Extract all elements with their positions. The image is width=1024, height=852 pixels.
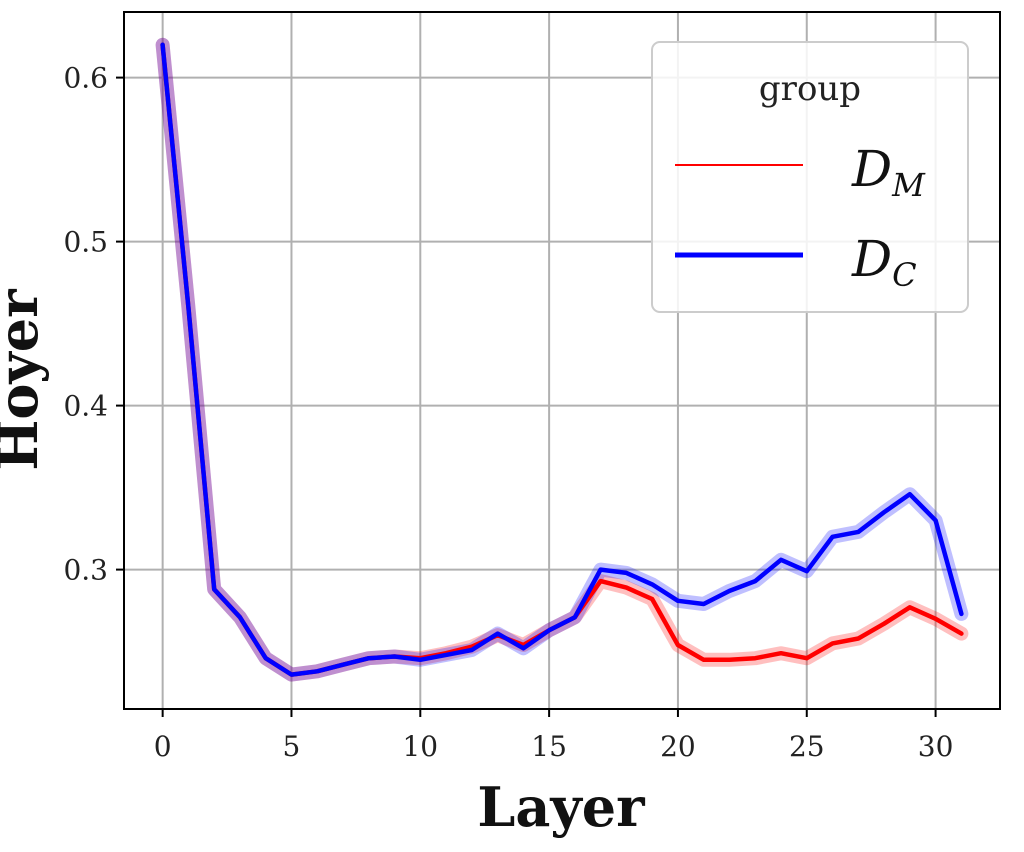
x-tick-label: 10	[402, 730, 438, 763]
plot-frame	[123, 11, 1001, 710]
legend-label-dc-base: D	[851, 230, 892, 288]
legend-label-dc: DC	[851, 230, 917, 294]
legend-label-dm: DM	[851, 140, 926, 204]
x-tick-label: 25	[789, 730, 825, 763]
x-axis-label: Layer	[477, 775, 645, 839]
series-lines	[160, 42, 964, 677]
series-line-d-c	[160, 42, 964, 677]
legend-label-dc-sub: C	[892, 256, 916, 294]
legend-label-dm-base: D	[851, 140, 892, 198]
x-tick-label: 15	[531, 730, 567, 763]
y-tick-label: 0.6	[63, 62, 108, 95]
legend-title: group	[759, 69, 861, 109]
y-tick-label: 0.3	[63, 554, 108, 587]
x-tick-label: 20	[660, 730, 696, 763]
x-tick-label: 5	[283, 730, 301, 763]
legend: group DM DC	[651, 41, 969, 313]
legend-label-dm-sub: M	[891, 166, 926, 204]
y-tick-label: 0.5	[63, 226, 108, 259]
x-tick-label: 0	[154, 730, 172, 763]
y-tick-label: 0.4	[63, 390, 108, 423]
y-tick-labels: 0.3 0.4 0.5 0.6	[63, 62, 124, 587]
x-tick-labels: 0 5 10 15 20 25 30	[154, 709, 954, 763]
y-axis-label: Hoyer	[0, 289, 50, 471]
x-tick-label: 30	[918, 730, 954, 763]
legend-box	[651, 41, 969, 313]
